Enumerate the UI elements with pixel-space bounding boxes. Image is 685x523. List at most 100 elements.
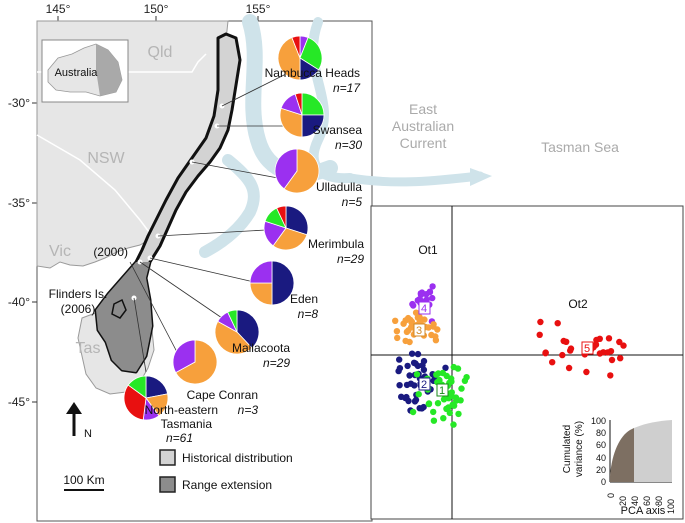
lat-tick: -30° xyxy=(8,96,30,110)
pca-point-navy xyxy=(396,365,404,372)
australia-inset: Australia xyxy=(41,39,129,103)
north-arrow: N xyxy=(66,402,92,440)
map-panel: 145° 150° 155° -30° -35° -40° -45° xyxy=(8,2,619,522)
inset-xtick: 0 xyxy=(606,493,616,498)
leader-lines xyxy=(129,73,287,373)
pca-point-orange xyxy=(414,314,422,321)
site-labels: Nambucca Heads n=17 Swansea n=30 Ulladul… xyxy=(145,66,365,445)
pie-slice-orange xyxy=(279,107,303,138)
pca-point-purple xyxy=(410,302,417,309)
flinders-island xyxy=(111,298,127,319)
pca-point-orange xyxy=(408,319,415,326)
legend-historical: Historical distribution xyxy=(182,451,293,465)
inset-xtick: 20 xyxy=(618,496,628,506)
pca-point-red xyxy=(608,356,616,364)
inset-xtick: 80 xyxy=(654,496,664,506)
cluster-number: 3 xyxy=(416,325,422,337)
pie-cape-conran xyxy=(172,339,218,385)
pie-slice-red xyxy=(291,35,301,59)
inset-xtick: 60 xyxy=(642,496,652,506)
pie-nambucca-heads xyxy=(277,35,323,81)
pca-point-navy xyxy=(403,393,410,401)
pca-point-red xyxy=(554,320,561,327)
pca-point-red xyxy=(565,364,573,372)
inset-ylabel: variance (%) xyxy=(574,421,585,477)
pca-point-green xyxy=(413,371,421,378)
site-name: Ulladulla xyxy=(316,180,362,194)
pca-point-red xyxy=(542,350,549,357)
pca-point-red xyxy=(536,331,543,338)
pca-point-orange xyxy=(406,338,413,346)
pie-swansea xyxy=(279,92,325,138)
site-count: n=61 xyxy=(166,431,193,445)
pie-eden xyxy=(249,260,295,306)
pie-slice-navy xyxy=(236,309,260,349)
pca-point-orange xyxy=(393,328,401,335)
pca-point-red xyxy=(583,368,590,376)
pie-slice-orange xyxy=(277,37,301,81)
pca-point-green xyxy=(430,408,437,416)
pca-point-navy xyxy=(396,356,403,363)
pie-slice-purple xyxy=(172,339,196,374)
cluster-number: 4 xyxy=(421,303,427,315)
inset-ytick: 40 xyxy=(596,453,606,463)
lat-tick: -40° xyxy=(8,295,30,309)
lon-tick: 150° xyxy=(144,2,169,16)
pie-slice-navy xyxy=(301,114,325,138)
inset-ytick: 0 xyxy=(601,477,606,487)
region-qld: Qld xyxy=(148,44,173,61)
pca-point-red xyxy=(560,337,567,345)
pca-point-green xyxy=(434,400,442,407)
north-label: N xyxy=(84,428,92,440)
pie-ulladulla xyxy=(274,148,320,194)
pca-point-navy xyxy=(414,350,422,358)
inset-ytick: 60 xyxy=(596,440,606,450)
site-name: Tasmania xyxy=(161,417,213,431)
site-count: n=17 xyxy=(333,81,361,95)
pca-point-green xyxy=(450,421,457,428)
site-count: n=3 xyxy=(238,403,259,417)
pie-slice-purple xyxy=(249,260,273,284)
pca-point-navy xyxy=(396,382,403,389)
pca-point-purple xyxy=(429,294,436,302)
pca-point-navy xyxy=(408,350,416,357)
site-name: North-eastern xyxy=(145,403,218,417)
cluster-markers: 1 2 3 4 5 xyxy=(413,301,594,397)
pca-point-orange xyxy=(405,314,412,322)
pca-point-red xyxy=(537,318,544,326)
pca-point-green xyxy=(443,372,450,380)
region-tas: Tas xyxy=(76,340,101,357)
inset-ylabel: Cumulated xyxy=(562,425,573,473)
pie-slice-red xyxy=(276,205,287,229)
pca-point-red xyxy=(593,336,600,344)
pie-slice-purple xyxy=(274,148,298,190)
site-name: Nambucca Heads xyxy=(265,66,360,80)
pca-point-orange xyxy=(430,321,437,328)
pca-point-green xyxy=(440,396,448,403)
cluster-number: 1 xyxy=(439,385,445,397)
pie-slice-orange xyxy=(175,339,218,385)
pca-point-green xyxy=(452,394,460,401)
cluster-number: 2 xyxy=(421,379,427,391)
flinders-year: (2006) xyxy=(61,302,96,316)
pca-point-navy xyxy=(403,381,411,389)
legend-extension: Range extension xyxy=(182,478,272,492)
pca-point-red xyxy=(620,342,627,349)
site-name: Cape Conran xyxy=(187,388,258,402)
legend-swatch-historical xyxy=(159,449,176,466)
pca-point-green xyxy=(449,401,456,408)
pca-point-red xyxy=(617,355,624,362)
pca-point-orange xyxy=(400,320,407,327)
pca-point-red xyxy=(559,351,566,359)
pca-point-red xyxy=(607,372,614,379)
pca-point-navy xyxy=(412,360,419,367)
australia-label: Australia xyxy=(55,67,99,79)
inset-xlabel: PCA axis xyxy=(621,505,666,517)
pca-point-red xyxy=(567,345,575,352)
pca-point-orange xyxy=(407,324,415,331)
pca-point-navy xyxy=(411,382,418,389)
pca-point-red xyxy=(549,359,556,366)
pca-point-orange xyxy=(392,317,399,324)
region-nsw: NSW xyxy=(87,150,125,167)
